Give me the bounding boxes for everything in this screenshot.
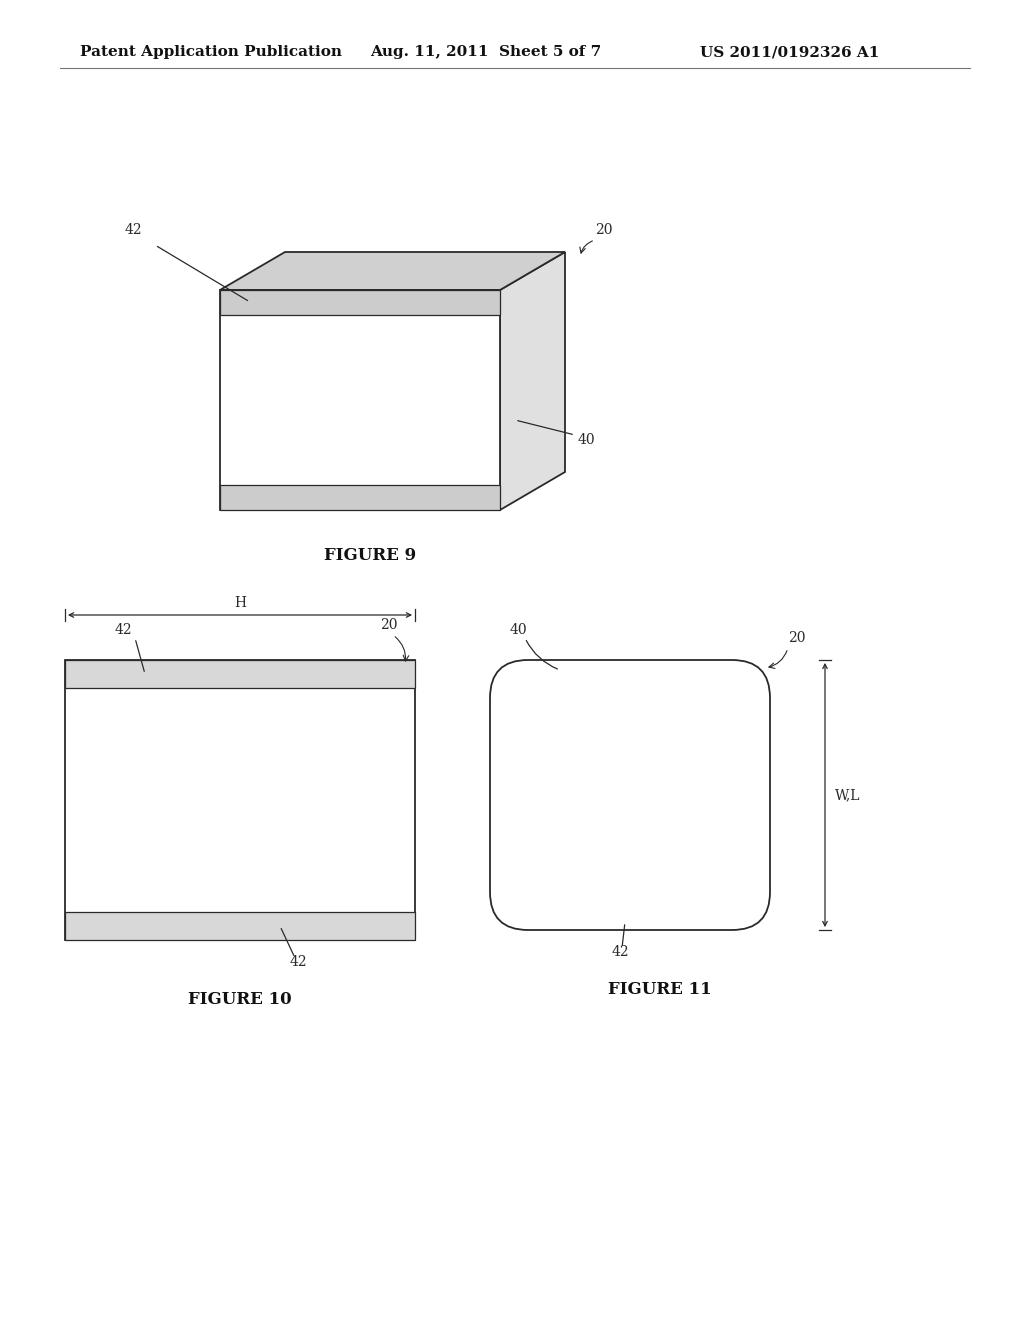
Text: W,L: W,L xyxy=(835,788,860,803)
Text: 20: 20 xyxy=(380,618,397,632)
Bar xyxy=(65,660,415,940)
Bar xyxy=(65,660,415,688)
Text: FIGURE 11: FIGURE 11 xyxy=(608,982,712,998)
Text: FIGURE 10: FIGURE 10 xyxy=(188,991,292,1008)
Text: US 2011/0192326 A1: US 2011/0192326 A1 xyxy=(700,45,880,59)
Polygon shape xyxy=(220,290,500,315)
Text: 20: 20 xyxy=(788,631,806,645)
Text: 42: 42 xyxy=(115,623,133,638)
Text: 40: 40 xyxy=(510,623,527,638)
FancyBboxPatch shape xyxy=(490,660,770,931)
Polygon shape xyxy=(220,290,500,510)
Text: H: H xyxy=(234,597,246,610)
Text: Patent Application Publication: Patent Application Publication xyxy=(80,45,342,59)
Polygon shape xyxy=(220,484,500,510)
Bar xyxy=(65,912,415,940)
Polygon shape xyxy=(500,252,565,510)
Text: 40: 40 xyxy=(578,433,596,447)
Text: 20: 20 xyxy=(595,223,612,238)
Text: 42: 42 xyxy=(290,954,307,969)
Text: 42: 42 xyxy=(612,945,630,960)
Text: FIGURE 9: FIGURE 9 xyxy=(324,546,416,564)
Text: 42: 42 xyxy=(125,223,142,238)
Polygon shape xyxy=(220,252,565,290)
Text: Aug. 11, 2011  Sheet 5 of 7: Aug. 11, 2011 Sheet 5 of 7 xyxy=(370,45,601,59)
